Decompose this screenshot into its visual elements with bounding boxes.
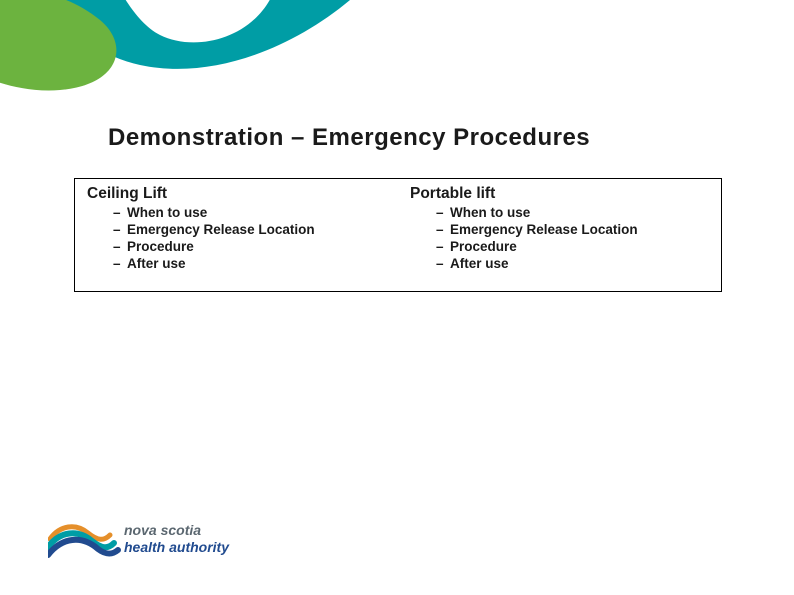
dash-icon: – [113, 256, 127, 273]
decorative-swoosh-top [0, 0, 350, 120]
dash-icon: – [113, 222, 127, 239]
dash-icon: – [436, 205, 450, 222]
item-text: When to use [450, 205, 530, 222]
item-list-right: –When to use –Emergency Release Location… [410, 205, 711, 273]
logo-wave-icon [48, 527, 118, 555]
dash-icon: – [436, 222, 450, 239]
item-text: Procedure [127, 239, 194, 256]
column-heading-left: Ceiling Lift [87, 185, 388, 203]
list-item: –Emergency Release Location [436, 222, 711, 239]
item-text: When to use [127, 205, 207, 222]
dash-icon: – [436, 239, 450, 256]
logo-text-line2: health authority [124, 539, 230, 555]
logo-text-line1: nova scotia [124, 522, 201, 538]
list-item: –After use [113, 256, 388, 273]
list-item: –When to use [113, 205, 388, 222]
column-ceiling-lift: Ceiling Lift –When to use –Emergency Rel… [75, 179, 398, 291]
list-item: –After use [436, 256, 711, 273]
content-table: Ceiling Lift –When to use –Emergency Rel… [74, 178, 722, 292]
nsha-logo: nova scotia health authority [48, 503, 248, 563]
dash-icon: – [113, 239, 127, 256]
item-text: After use [127, 256, 186, 273]
dash-icon: – [436, 256, 450, 273]
list-item: –Procedure [436, 239, 711, 256]
column-portable-lift: Portable lift –When to use –Emergency Re… [398, 179, 721, 291]
column-heading-right: Portable lift [410, 185, 711, 203]
page-title: Demonstration – Emergency Procedures [108, 124, 590, 152]
item-list-left: –When to use –Emergency Release Location… [87, 205, 388, 273]
list-item: –Emergency Release Location [113, 222, 388, 239]
item-text: Emergency Release Location [450, 222, 638, 239]
list-item: –Procedure [113, 239, 388, 256]
list-item: –When to use [436, 205, 711, 222]
item-text: After use [450, 256, 509, 273]
dash-icon: – [113, 205, 127, 222]
item-text: Procedure [450, 239, 517, 256]
item-text: Emergency Release Location [127, 222, 315, 239]
